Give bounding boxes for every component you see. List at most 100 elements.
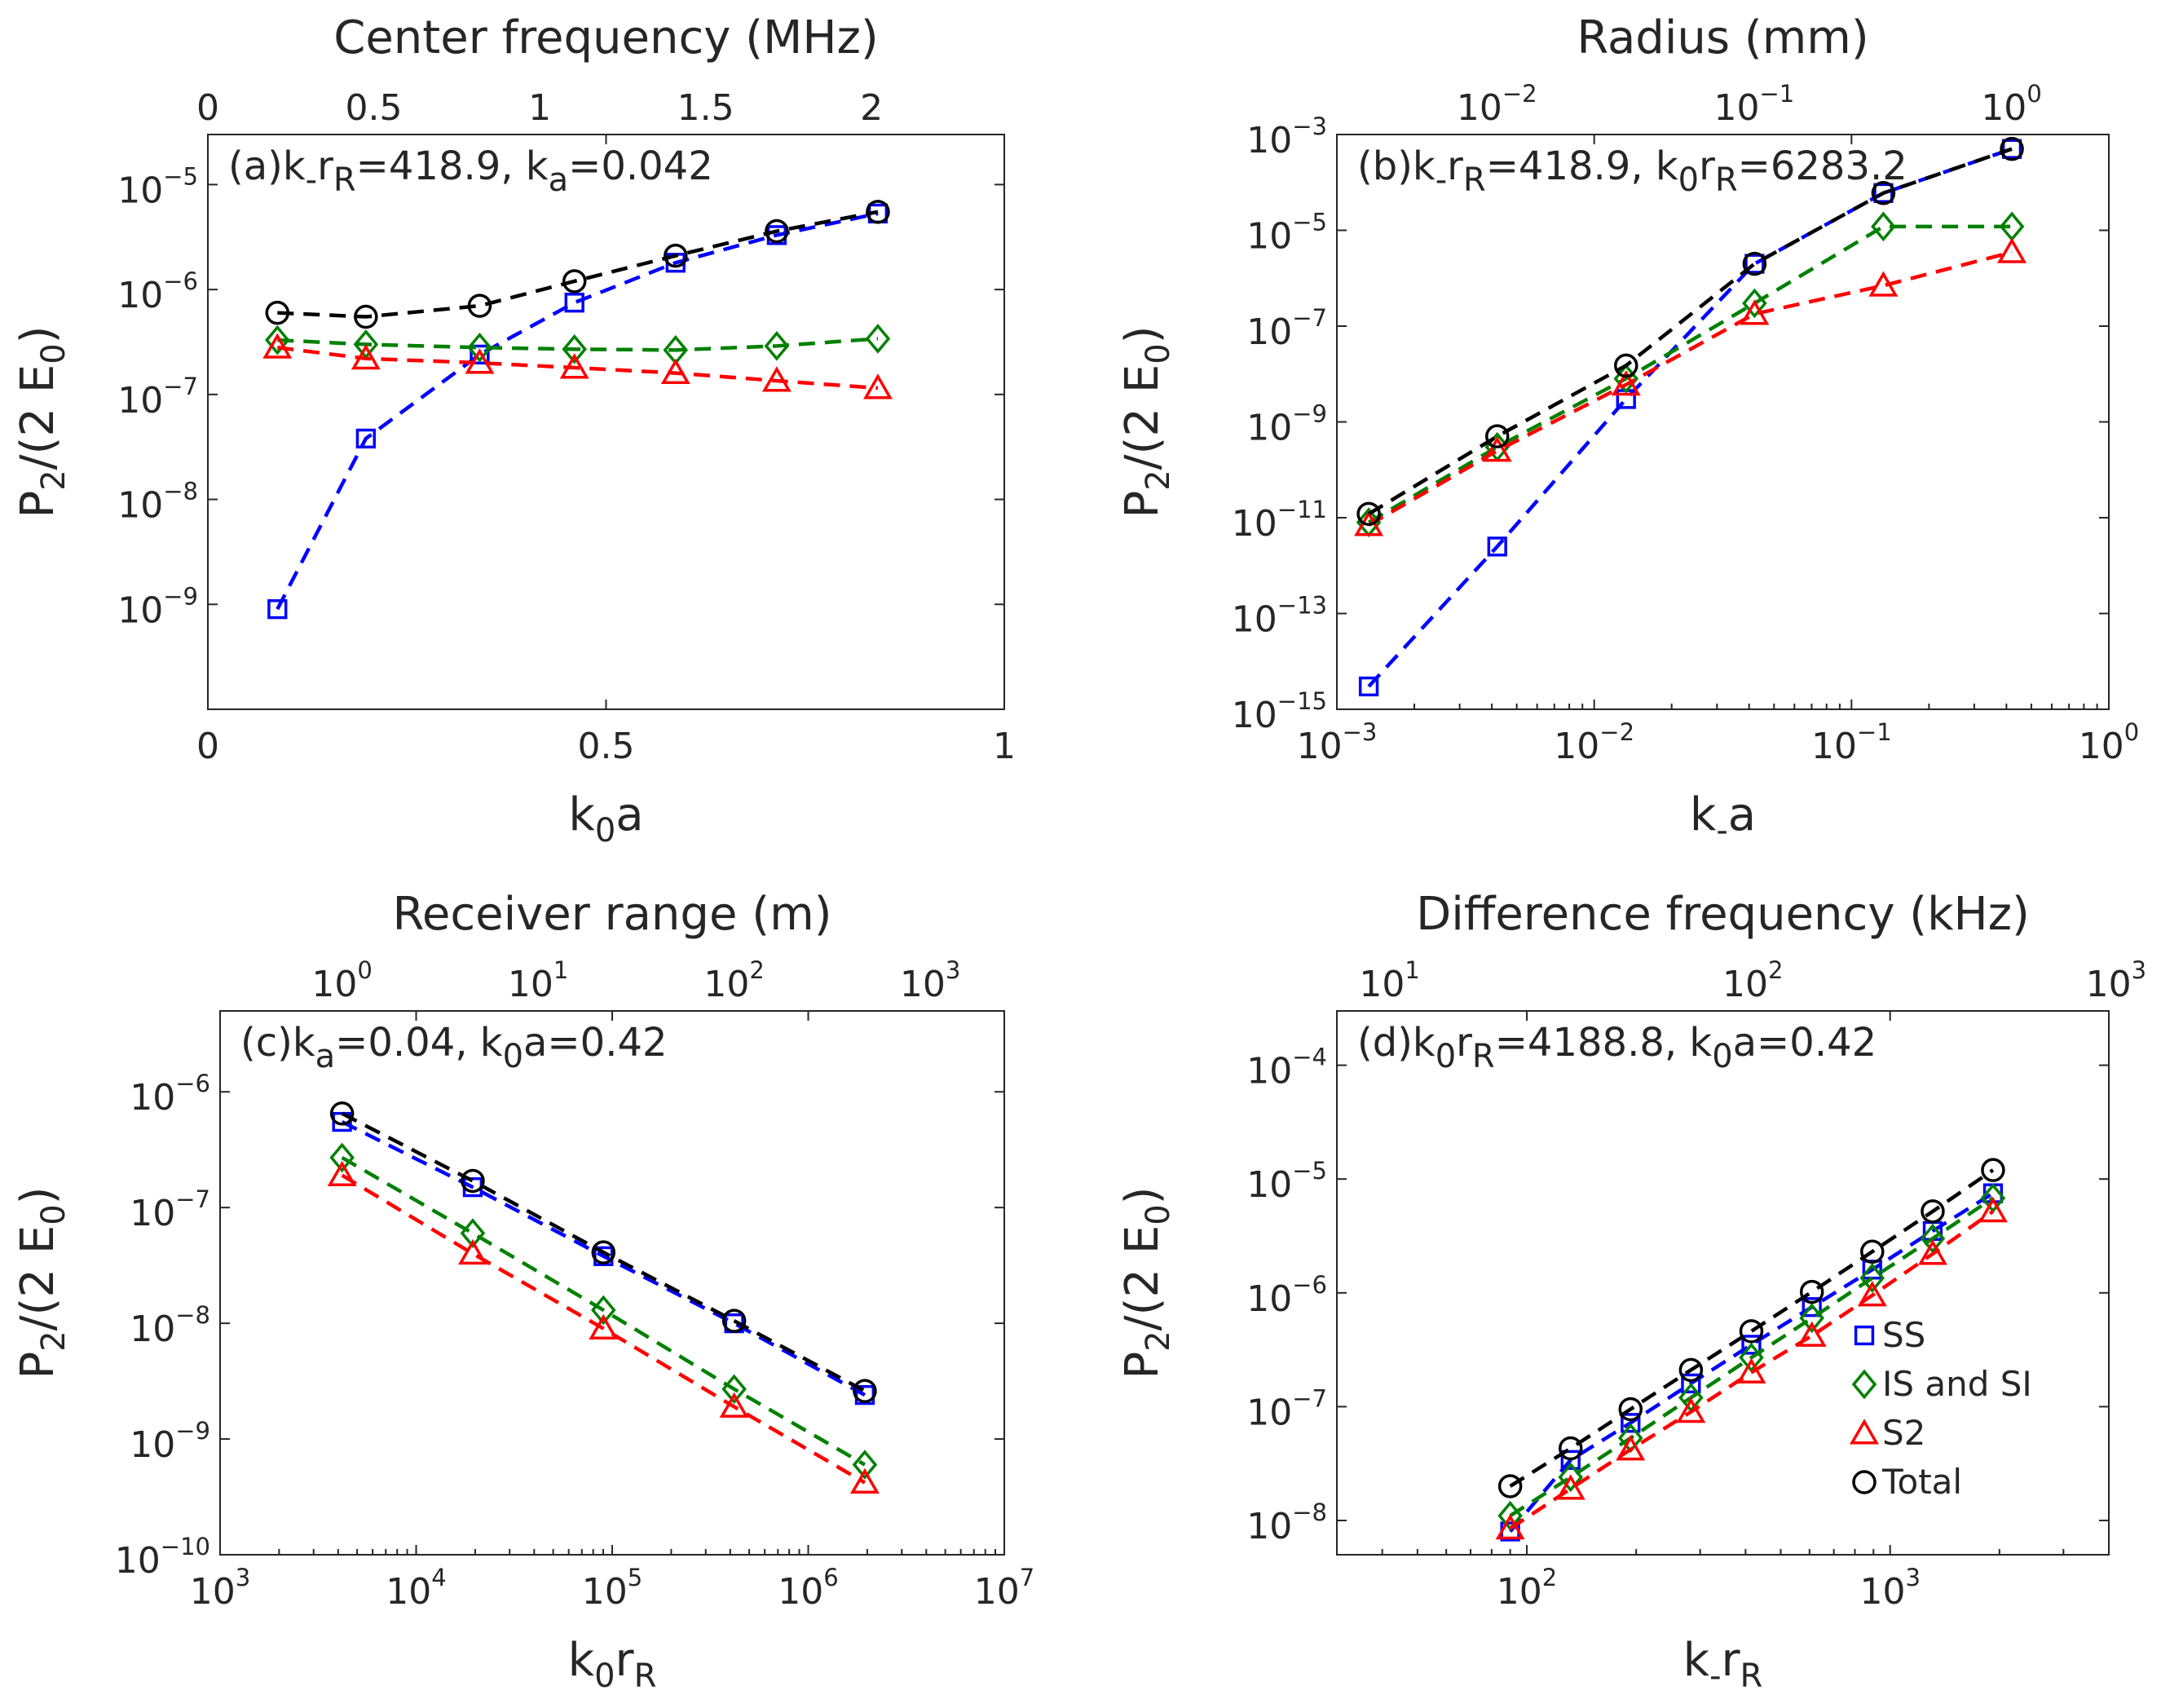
data-point-c-total [721,1309,747,1333]
data-point-d-s2 [1676,1397,1706,1423]
panel-annotation-a-part-6: =0.042 [568,143,713,189]
panel-annotation-d-part-0: (d)k [1357,1020,1436,1066]
top-x-tick-label-d: 101 [1359,956,1419,1005]
top-x-tick-label-b-exp: 0 [2026,80,2041,108]
y-axis-label-d-part-0: P [1116,1352,1169,1379]
panel-annotation-a-part-3: R [333,161,356,199]
series-line-c-ss [341,1120,867,1397]
data-point-a-total [354,304,378,329]
y-tick-label-a-exp: −6 [163,267,198,295]
panel-annotation-d-part-5: 0 [1712,1038,1732,1075]
y-axis-label-d-part-4: ) [1116,1186,1169,1204]
y-axis-label-c-part-0: P [11,1352,64,1379]
top-x-tick-label-b-base: 10 [1981,87,2026,129]
series-line-d-ss [1508,1191,1995,1533]
y-axis-label-d-part-2: /(2 E [1116,1225,1169,1331]
data-point-d-ss [1741,1335,1762,1355]
data-point-d-ss [1621,1413,1641,1433]
top-x-tick-label-b-exp: −1 [1760,80,1795,108]
y-tick-label-d: 10−7 [1246,1384,1327,1433]
top-x-tick-label-c-exp: 3 [946,956,960,984]
top-x-tick-label-b-exp: −2 [1502,80,1537,108]
top-x-axis-label-a: Center frequency (MHz) [333,11,878,64]
top-x-tick-label-c: 103 [900,956,960,1005]
panel-annotation-c-part-3: 0 [503,1038,523,1075]
data-point-c-total [461,1168,485,1194]
x-tick-label-d-exp: 3 [1905,1564,1920,1591]
y-tick-label-c-exp: −9 [175,1417,210,1445]
y-tick-label-a-base: 10 [117,170,163,211]
y-axis-label-a-part-1: 2 [35,470,73,490]
x-axis-label-d-part-1: - [1709,1657,1721,1695]
x-tick-label-d-exp: 2 [1542,1564,1557,1591]
panel-annotation-a-part-2: r [317,143,333,189]
y-axis-label-d-part-3: 0 [1140,1204,1177,1225]
data-point-d-total [1618,1397,1643,1422]
panel-annotation-c-part-4: a=0.42 [523,1020,668,1066]
top-x-tick-label-b: 10−1 [1714,80,1795,129]
x-tick-label-c: 104 [386,1564,446,1613]
y-tick-label-d-base: 10 [1246,1506,1292,1547]
top-x-tick-label-b: 100 [1981,80,2041,129]
data-point-b-total [1484,424,1510,448]
y-tick-label-b: 10−11 [1232,496,1327,545]
y-tick-label-c: 10−10 [115,1533,210,1582]
panel-annotation-b-part-8: =6283.2 [1738,143,1907,189]
data-point-b-s2 [1868,271,1899,297]
data-point-d-s2 [1797,1321,1827,1347]
legend-label-is-and-si: IS and SI [1882,1364,2032,1404]
data-point-b-is-and-si [1742,288,1767,319]
top-x-axis-label-c: Receiver range (m) [393,888,832,941]
series-line-c-total [341,1111,866,1393]
panel-annotation-b-part-7: R [1715,161,1738,199]
x-axis-label-b: k-a [1690,788,1756,850]
x-tick-label-c-exp: 7 [1020,1564,1034,1591]
data-point-d-total [1921,1199,1945,1224]
data-point-b-s2 [1740,299,1770,325]
y-tick-label-b-base: 10 [1232,503,1277,545]
y-tick-label-c-base: 10 [130,1309,175,1350]
y-axis-label-b-part-3: 0 [1140,343,1177,364]
y-tick-label-b-exp: −15 [1277,687,1327,715]
top-x-tick-label-c-base: 10 [508,964,553,1005]
y-tick-label-b-exp: −5 [1292,209,1327,236]
panel-annotation-b-part-0: (b)k [1357,143,1436,189]
y-axis-label-a-part-4: ) [11,325,64,343]
data-point-d-s2 [1857,1281,1887,1307]
y-tick-label-a: 10−9 [117,582,198,631]
y-tick-label-b-base: 10 [1246,311,1292,353]
panel-annotation-b-part-4: =418.9, k [1486,143,1678,189]
y-tick-label-a-base: 10 [117,485,163,527]
data-point-b-total [1356,501,1381,527]
data-point-b-ss [1358,676,1379,697]
panel-annotation-a: (a)k-rR=418.9, ka=0.042 [228,143,713,199]
x-tick-label-c-base: 10 [190,1571,236,1613]
x-tick-label-d: 102 [1497,1564,1557,1613]
x-tick-label-c-base: 10 [778,1571,823,1613]
y-tick-label-c: 10−6 [130,1070,210,1119]
panel-annotation-d-part-2: r [1456,1020,1472,1066]
data-point-a-is-and-si [865,324,891,354]
x-tick-label-b-exp: 0 [2124,718,2139,746]
y-axis-label-a-part-3: 0 [35,343,73,364]
data-point-c-s2 [849,1467,880,1494]
x-tick-label-c: 107 [974,1564,1034,1613]
y-axis-label-b: P2/(2 E0) [1116,325,1177,518]
data-point-d-s2 [1495,1514,1525,1540]
data-point-a-total [866,200,890,224]
top-x-tick-label-c: 100 [311,956,372,1005]
x-tick-label-d-base: 10 [1497,1571,1542,1613]
data-point-a-total [765,218,789,244]
y-axis-label-c-part-1: 2 [35,1331,73,1351]
y-axis-label-c: P2/(2 E0) [11,1186,73,1379]
panel-annotation-b-part-2: r [1447,143,1463,189]
data-point-b-ss [1487,536,1507,557]
data-point-d-s2 [1917,1239,1947,1265]
data-point-d-is-and-si [1920,1223,1946,1254]
x-tick-label-b: 10−2 [1554,718,1634,767]
top-x-tick-label-c-exp: 0 [357,956,372,984]
y-tick-label-b: 10−5 [1246,209,1327,258]
x-tick-label-a: 0 [196,726,219,767]
y-axis-label-a-part-0: P [11,491,64,519]
data-point-d-total [1739,1319,1764,1344]
